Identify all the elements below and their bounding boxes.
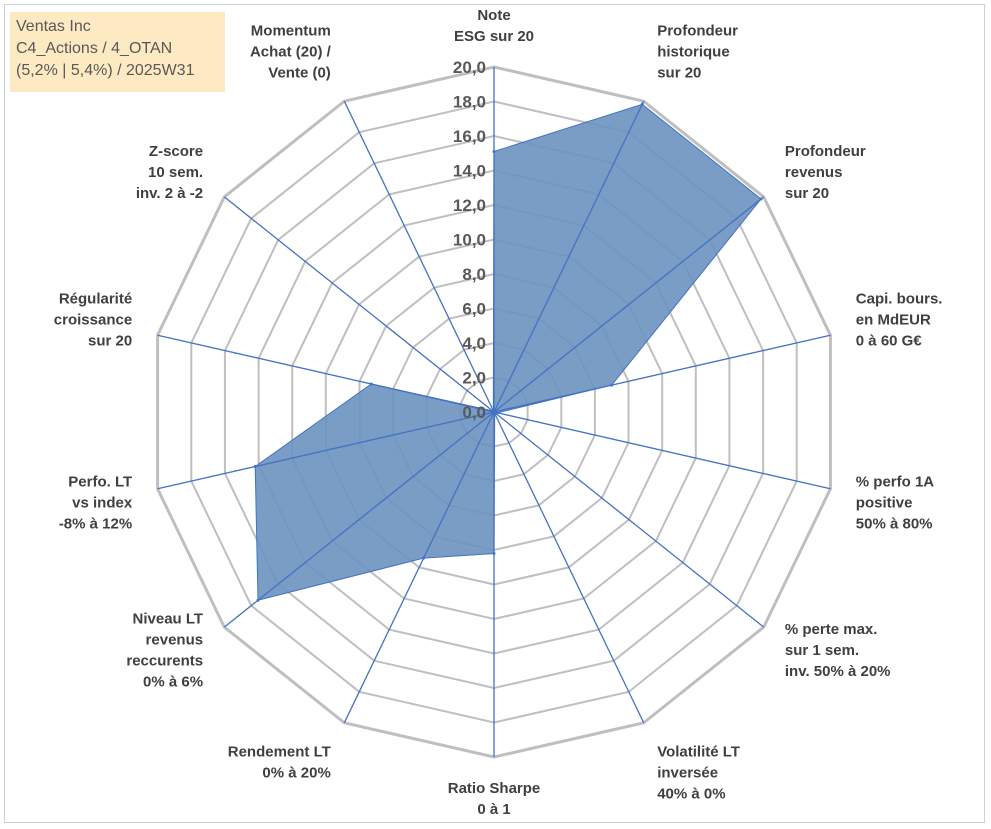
spoke-8: [343, 411, 495, 724]
axis-label-12: Z-score 10 sem. inv. 2 à -2: [136, 143, 203, 202]
spoke-4: [493, 411, 831, 490]
tick-label: 12,0: [453, 196, 486, 215]
info-category: C4_Actions / 4_OTAN: [16, 40, 173, 57]
axis-label-6: Volatilité LT inversée 40% à 0%: [657, 744, 740, 803]
axis-label-13: Momentum Achat (20) / Vente (0): [250, 22, 332, 81]
spoke-5: [493, 411, 765, 628]
info-period: (5,2% | 5,4%) / 2025W31: [16, 62, 195, 79]
info-box: Ventas Inc C4_Actions / 4_OTAN (5,2% | 5…: [10, 12, 225, 92]
axis-label-7: Ratio Sharpe 0 à 1: [448, 780, 541, 818]
info-company: Ventas Inc: [16, 18, 91, 35]
spoke-2: [493, 196, 765, 413]
axis-label-9: Niveau LT revenus reccurents 0% à 6%: [126, 610, 203, 690]
tick-label: 0,0: [462, 403, 486, 422]
tick-label: 10,0: [453, 231, 486, 250]
spoke-1: [493, 100, 645, 413]
spoke-6: [493, 411, 645, 724]
tick-label: 6,0: [462, 300, 486, 319]
spoke-9: [223, 411, 495, 628]
axis-label-1: Profondeur historique sur 20: [657, 22, 738, 81]
tick-label: 14,0: [453, 162, 486, 181]
tick-labels: 0,0 2,0 4,0 6,0 8,0 10,0 12,0 14,0 16,0 18,0 20,0: [453, 58, 486, 422]
spoke-layer: [157, 67, 831, 757]
axis-label-10: Perfo. LT vs index -8% à 12%: [59, 474, 133, 533]
tick-label: 4,0: [462, 334, 486, 353]
axis-labels: Note ESG sur 20 Profondeur historique sur 20…: [54, 7, 943, 818]
axis-label-11: Régularité croissance sur 20: [54, 290, 132, 349]
spoke-3: [493, 334, 831, 413]
tick-label: 16,0: [453, 127, 486, 146]
axis-label-5: % perte max. sur 1 sem. inv. 50% à 20%: [785, 621, 891, 680]
axis-label-0: Note ESG sur 20: [454, 7, 534, 45]
tick-label: 8,0: [462, 265, 486, 284]
spoke-13: [343, 100, 495, 413]
axis-label-4: % perfo 1A positive 50% à 80%: [856, 474, 935, 533]
tick-label: 2,0: [462, 369, 486, 388]
axis-label-3: Capi. bours. en MdEUR 0 à 60 G€: [856, 290, 943, 349]
series-layer: [253, 102, 763, 602]
series-area-0: [254, 103, 762, 601]
tick-label: 20,0: [453, 58, 486, 77]
spoke-10: [157, 411, 495, 490]
axis-label-8: Rendement LT 0% à 20%: [228, 744, 331, 782]
tick-label: 18,0: [453, 93, 486, 112]
spoke-12: [223, 196, 495, 413]
spoke-11: [157, 334, 495, 413]
axis-label-2: Profondeur revenus sur 20: [785, 143, 866, 202]
